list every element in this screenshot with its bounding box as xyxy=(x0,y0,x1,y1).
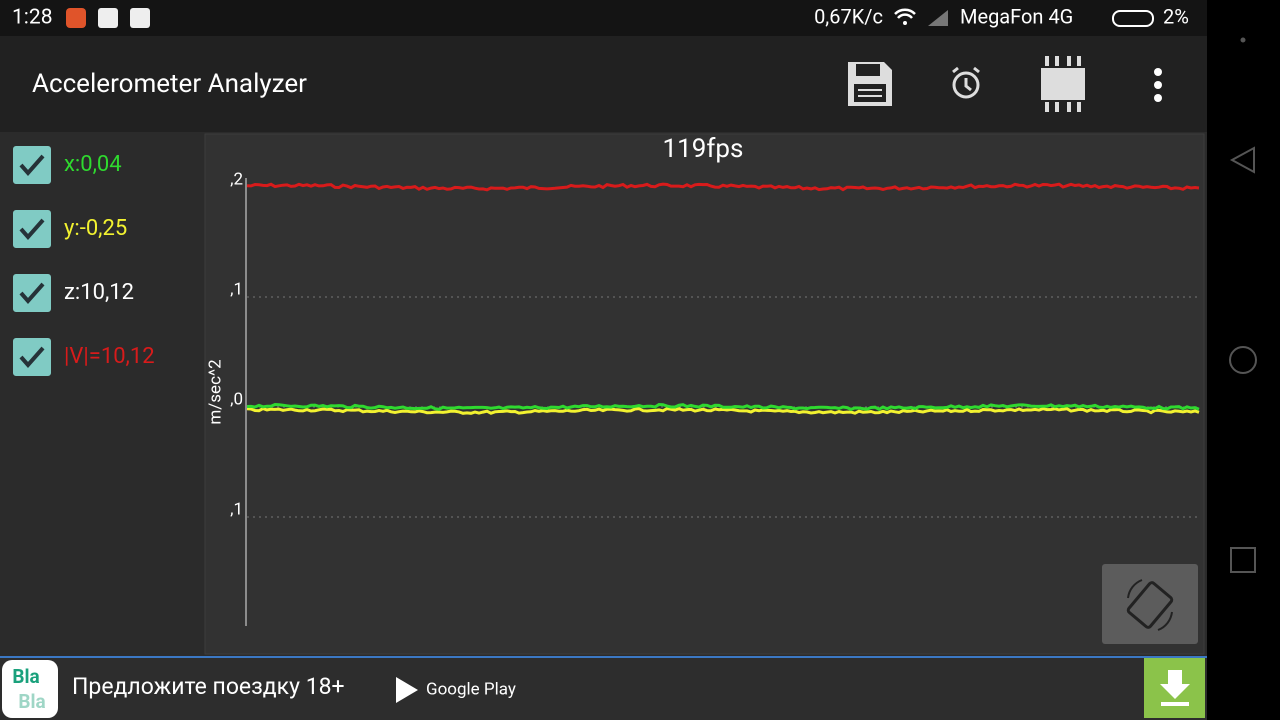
wifi-icon xyxy=(903,21,907,25)
checkbox[interactable] xyxy=(13,338,51,376)
net-speed: 0,67K/c xyxy=(814,4,883,28)
checkmark xyxy=(19,218,45,241)
ad-logo xyxy=(2,660,58,718)
signal-trace xyxy=(246,182,1200,192)
battery-icon xyxy=(1112,10,1154,27)
y-tick-label: ,2 xyxy=(230,169,243,189)
notif-icon xyxy=(130,8,150,28)
y-tick-label: ,0 xyxy=(230,389,243,409)
chart-panel xyxy=(204,133,1205,655)
checkbox[interactable] xyxy=(13,146,51,184)
clock: 1:28 xyxy=(12,6,53,30)
store-name: Google Play xyxy=(426,679,516,699)
carrier: MegaFon 4G xyxy=(960,4,1073,28)
ad-banner[interactable] xyxy=(0,656,1207,720)
save-button[interactable] xyxy=(848,62,892,106)
status-bar xyxy=(0,0,1207,36)
ad-logo-text: Bla xyxy=(12,665,39,688)
rotate-button[interactable] xyxy=(1102,564,1198,644)
signal-icon xyxy=(928,10,948,26)
app-title: Accelerometer Analyzer xyxy=(32,69,307,99)
checkmark xyxy=(19,154,45,177)
y-axis-label: m/sec^2 xyxy=(205,359,225,424)
legend-item[interactable]: x:0,04 xyxy=(13,146,122,184)
legend-label: z:10,12 xyxy=(64,280,134,305)
legend-label: x:0,04 xyxy=(64,152,122,177)
legend-item[interactable]: |V|=10,12 xyxy=(13,338,155,376)
wifi-icon xyxy=(894,8,916,19)
legend-label: |V|=10,12 xyxy=(64,344,155,369)
fps-label: 119fps xyxy=(663,134,744,164)
nav-bar xyxy=(1207,0,1280,720)
notif-icon xyxy=(98,8,118,28)
notif-icon xyxy=(66,8,86,28)
checkmark xyxy=(19,346,45,369)
ad-logo-text: Bla xyxy=(18,690,45,713)
chip-button[interactable] xyxy=(1041,56,1085,112)
alarm-button[interactable] xyxy=(952,66,980,99)
signal-trace xyxy=(246,406,1200,415)
y-tick-label: ,1 xyxy=(230,499,243,519)
battery: 2% xyxy=(1163,4,1189,28)
play-icon xyxy=(396,677,418,703)
y-tick-label: ,1 xyxy=(230,279,243,299)
ad-text: Предложите поездку 18+ xyxy=(72,673,345,700)
checkmark xyxy=(19,282,45,305)
overflow-menu[interactable] xyxy=(1154,68,1162,102)
checkbox[interactable] xyxy=(13,274,51,312)
nav-buttons[interactable] xyxy=(1229,37,1257,573)
signal-trace xyxy=(246,402,1200,412)
checkbox[interactable] xyxy=(13,210,51,248)
legend-item[interactable]: y:-0,25 xyxy=(13,210,127,248)
legend-item[interactable]: z:10,12 xyxy=(13,274,134,312)
download-button[interactable] xyxy=(1144,658,1205,718)
app-bar xyxy=(0,36,1207,132)
legend-label: y:-0,25 xyxy=(64,216,127,241)
